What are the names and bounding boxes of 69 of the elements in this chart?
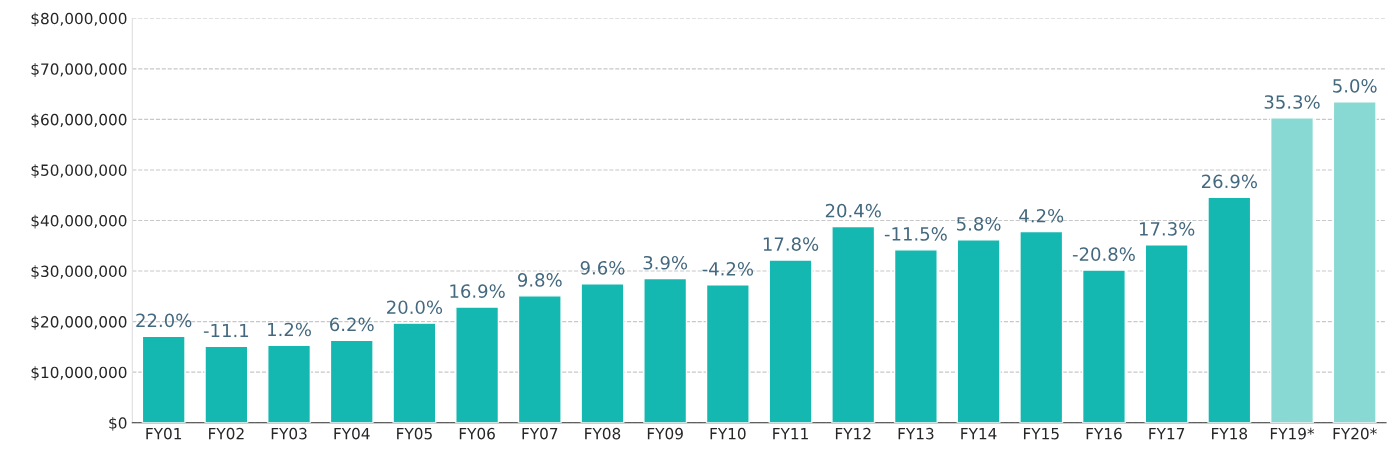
annotation: 3.9% — [643, 255, 688, 270]
x-tick-label: FY11 — [773, 428, 808, 440]
x-tick-label: FY15 — [1023, 428, 1059, 440]
x-tick-label: FY06 — [459, 427, 495, 440]
bar — [329, 339, 374, 423]
annotation: -4.2% — [702, 262, 754, 276]
annotation: 22.0% — [136, 313, 192, 328]
bar — [1081, 269, 1126, 423]
y-tick-label: $20,000,000 — [31, 315, 127, 330]
x-tick-label: FY18 — [1212, 427, 1248, 440]
y-tick-label: $30,000,000 — [31, 265, 127, 280]
annotation: -20.8% — [1072, 247, 1135, 261]
bar — [1332, 101, 1377, 423]
annotation: 17.8% — [763, 237, 819, 251]
annotation: -11.5% — [884, 227, 947, 241]
bar — [267, 344, 312, 423]
bar — [1144, 244, 1189, 423]
bar — [1269, 117, 1315, 423]
x-tick-label: FY14 — [961, 428, 997, 440]
x-tick-label: FY04 — [334, 427, 370, 440]
bar — [956, 239, 1001, 423]
annotation: 20.0% — [387, 300, 443, 315]
bar — [1207, 196, 1252, 423]
x-tick-label: FY17 — [1149, 428, 1185, 440]
x-tick-label: FY13 — [898, 427, 934, 440]
x-tick-label: FY03 — [271, 427, 307, 440]
bar — [580, 283, 625, 423]
y-tick-label: $70,000,000 — [31, 63, 127, 77]
y-tick-label: $50,000,000 — [31, 164, 127, 178]
bar — [893, 249, 938, 423]
bar — [204, 345, 249, 423]
x-tick-label: FY01 — [146, 427, 182, 440]
bar — [392, 322, 437, 423]
annotation: 9.8% — [517, 273, 562, 287]
annotation: 26.9% — [1201, 174, 1258, 189]
x-tick-label: FY02 — [209, 427, 244, 440]
y-tick-label: $60,000,000 — [31, 113, 127, 128]
annotation: 1.2% — [268, 322, 311, 337]
annotation: 16.9% — [450, 284, 505, 298]
annotation: 5.0% — [1333, 78, 1377, 93]
x-tick-label: FY09 — [647, 427, 683, 440]
bar — [831, 225, 876, 423]
annotation: -11.1 — [203, 323, 249, 338]
annotation: 17.3% — [1139, 222, 1195, 236]
x-tick-label: FY12 — [835, 427, 871, 440]
bar — [517, 295, 562, 423]
y-tick-label: $0 — [109, 416, 127, 431]
bar — [455, 306, 500, 423]
bar — [768, 259, 813, 423]
x-tick-label: FY08 — [585, 427, 621, 440]
annotation: 35.3% — [1264, 95, 1320, 109]
bar — [705, 284, 750, 423]
y-tick-label: $10,000,000 — [31, 366, 127, 381]
x-tick-label: FY20* — [1333, 427, 1377, 440]
x-tick-label: FY05 — [397, 427, 432, 440]
annotation: 5.8% — [957, 217, 1001, 231]
annotation: 4.2% — [1019, 208, 1064, 223]
bar — [643, 277, 688, 423]
bar — [1019, 230, 1064, 423]
x-tick-label: FY07 — [522, 427, 558, 440]
bar — [141, 335, 186, 423]
x-tick-label: FY10 — [710, 427, 746, 440]
y-tick-label: $40,000,000 — [31, 214, 127, 229]
x-tick-label: FY16 — [1086, 427, 1122, 440]
annotation: 9.6% — [580, 260, 625, 275]
x-tick-label: FY19* — [1270, 427, 1315, 440]
annotation: 20.4% — [825, 203, 881, 218]
y-tick-label: $80,000,000 — [31, 12, 127, 27]
annotation: 6.2% — [330, 317, 374, 332]
